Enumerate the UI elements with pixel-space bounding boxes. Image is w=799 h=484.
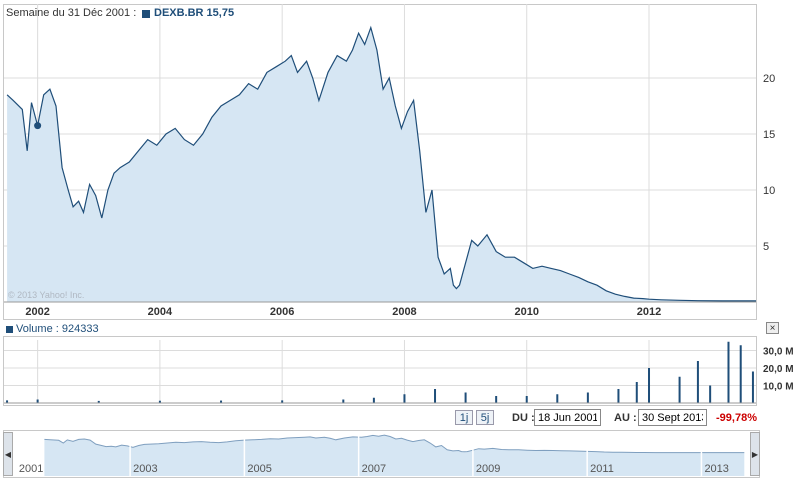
- volume-bar: [727, 341, 730, 403]
- to-label: AU :: [614, 412, 637, 424]
- volume-bar: [556, 394, 559, 403]
- navigator-tick-label: 2005: [247, 463, 271, 475]
- navigator-tick-label: 2007: [362, 463, 386, 475]
- price-area: [7, 27, 757, 302]
- volume-tick-label: 10,0 M: [763, 382, 794, 393]
- volume-swatch: [6, 326, 13, 333]
- volume-bar: [751, 371, 754, 403]
- navigator-chart: 2001 2003 2005 2007 2009 2011 2013: [15, 432, 745, 476]
- close-volume-button[interactable]: ×: [766, 322, 779, 334]
- volume-bar: [709, 385, 712, 403]
- navigator-tick-label: 2013: [704, 463, 728, 475]
- volume-chart: 10,0 M 20,0 M 30,0 M: [4, 340, 794, 404]
- volume-bar: [36, 399, 39, 403]
- x-tick-label: 2008: [392, 306, 416, 318]
- navigator-tick-label: 2001: [19, 463, 43, 475]
- from-label: DU :: [512, 412, 535, 424]
- navigator-tick-label: 2003: [133, 463, 157, 475]
- week-label: Semaine du 31 Déc 2001 :: [6, 7, 137, 19]
- legend-label: DEXB.BR 15,75: [154, 7, 235, 19]
- volume-bar: [372, 397, 375, 403]
- y-tick-label: 5: [763, 241, 769, 253]
- volume-chart-frame: [3, 336, 757, 406]
- volume-bar: [495, 396, 498, 403]
- navigator-area: [44, 435, 745, 476]
- volume-bar: [635, 382, 638, 403]
- volume-bar: [586, 392, 589, 403]
- volume-bar: [342, 399, 345, 403]
- price-chart-frame: [3, 4, 757, 320]
- to-date-input[interactable]: [638, 409, 707, 426]
- navigator-tick-label: 2009: [476, 463, 500, 475]
- y-tick-label: 10: [763, 185, 775, 197]
- volume-bar: [403, 394, 406, 403]
- volume-bar: [678, 376, 681, 403]
- volume-bar: [281, 400, 284, 403]
- volume-bar: [617, 389, 620, 403]
- y-tick-label: 20: [763, 73, 775, 85]
- selected-point-marker: [34, 122, 42, 130]
- y-tick-label: 15: [763, 129, 775, 141]
- volume-bar: [434, 389, 437, 403]
- volume-bar: [739, 345, 742, 403]
- volume-tick-label: 30,0 M: [763, 347, 794, 358]
- x-tick-label: 2006: [270, 306, 294, 318]
- volume-bar: [6, 400, 9, 403]
- scroll-right-icon[interactable]: ▶: [750, 432, 760, 476]
- range-5j-button[interactable]: 5j: [476, 410, 494, 425]
- volume-label: Volume : 924333: [16, 323, 99, 335]
- volume-tick-label: 20,0 M: [763, 364, 794, 375]
- from-date-input[interactable]: [534, 409, 601, 426]
- x-tick-label: 2010: [514, 306, 538, 318]
- volume-bar: [696, 361, 699, 403]
- copyright-watermark: © 2013 Yahoo! Inc.: [8, 290, 85, 300]
- volume-bar: [648, 368, 651, 403]
- x-tick-label: 2012: [637, 306, 661, 318]
- navigator-tick-label: 2011: [590, 463, 614, 475]
- volume-bar: [464, 392, 467, 403]
- scroll-left-icon[interactable]: ◀: [3, 432, 13, 476]
- volume-bar: [220, 400, 223, 403]
- volume-bar: [525, 396, 528, 403]
- x-tick-label: 2002: [25, 306, 49, 318]
- volume-bar: [158, 400, 161, 403]
- volume-bar: [97, 400, 100, 403]
- percent-change: -99,78%: [716, 412, 757, 424]
- range-1j-button[interactable]: 1j: [455, 410, 473, 425]
- legend-swatch: [142, 10, 150, 18]
- price-line: [6, 25, 756, 302]
- price-chart: 5 10 15 20 2002 2004 2006 2008 2010 2012: [4, 4, 775, 318]
- x-tick-label: 2004: [148, 306, 173, 318]
